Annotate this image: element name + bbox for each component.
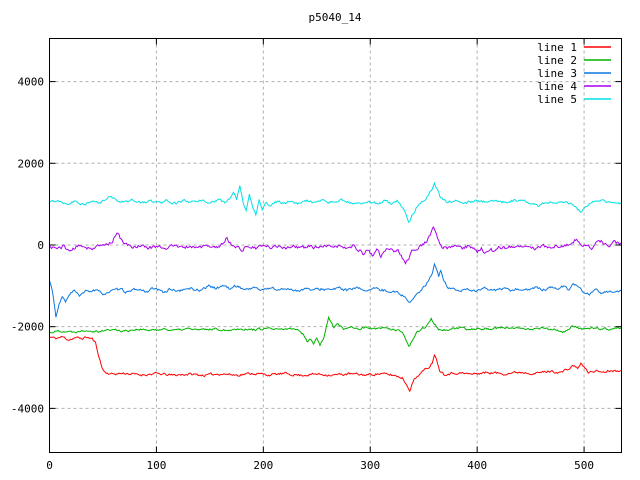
x-tick-label: 200 — [253, 459, 273, 472]
series-line-1 — [49, 335, 622, 393]
series-line-3 — [49, 262, 622, 318]
x-tick-label: 0 — [46, 459, 53, 472]
series-line-2 — [49, 315, 622, 347]
x-tick-label: 300 — [360, 459, 380, 472]
series-line-4 — [49, 225, 622, 265]
legend-label: line 5 — [537, 93, 577, 106]
chart-title: p5040_14 — [309, 11, 362, 24]
series-line-5 — [49, 181, 622, 223]
series-layer — [49, 181, 622, 393]
y-tick-label: -4000 — [11, 402, 44, 415]
legend-label: line 2 — [537, 54, 577, 67]
legend-label: line 1 — [537, 41, 577, 54]
x-tick-label: 400 — [467, 459, 487, 472]
y-tick-label: 2000 — [18, 157, 45, 170]
y-tick-label: -2000 — [11, 321, 44, 334]
axis-layer — [49, 38, 622, 453]
tick-label-layer: 0 100 200 300 400 500 -4000 -2000 0 2000 4000 — [11, 76, 594, 472]
y-tick-label: 0 — [37, 239, 44, 252]
legend-label: line 4 — [537, 80, 577, 93]
x-tick-label: 500 — [574, 459, 594, 472]
legend-label: line 3 — [537, 67, 577, 80]
grid-layer — [49, 38, 622, 453]
plot-border — [49, 38, 622, 453]
x-tick-label: 100 — [146, 459, 166, 472]
y-tick-label: 4000 — [18, 76, 45, 89]
